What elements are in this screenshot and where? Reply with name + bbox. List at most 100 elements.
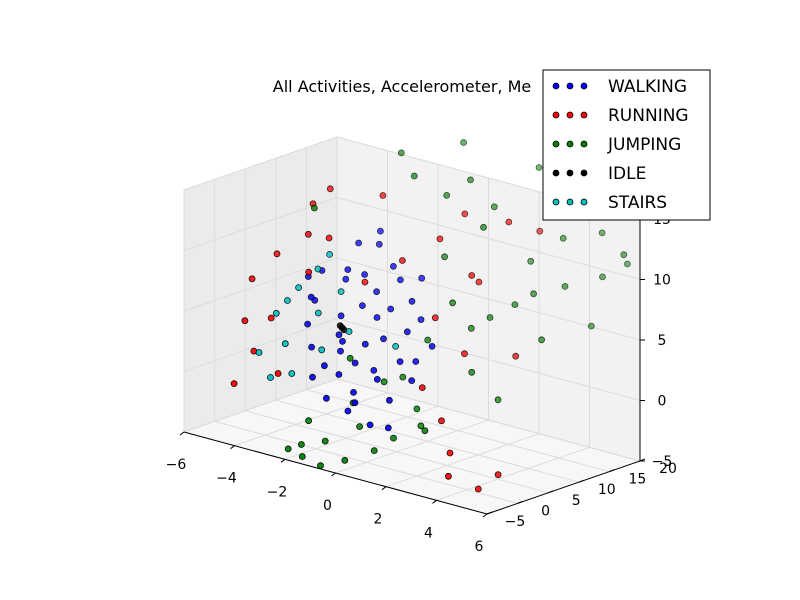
point-jumping (598, 229, 606, 237)
point-stairs (267, 374, 274, 381)
grid-line-x-floor (385, 433, 540, 488)
point-walking (320, 362, 328, 370)
point-walking (344, 266, 352, 274)
legend-marker (580, 111, 588, 119)
point-jumping (310, 204, 318, 212)
point-walking (361, 340, 369, 348)
point-walking (309, 373, 316, 381)
point-walking (373, 288, 381, 296)
z-tick-label: 10 (653, 273, 671, 289)
point-walking (335, 371, 343, 378)
point-jumping (317, 462, 324, 470)
point-walking (418, 274, 426, 282)
y-tick-mark (486, 511, 493, 515)
grid-line-z-back (336, 378, 641, 462)
grid-line-z-left (183, 136, 338, 191)
legend-entry-walking: WALKING (552, 77, 687, 97)
point-running (494, 471, 502, 479)
point-jumping (421, 427, 429, 435)
point-running (304, 230, 312, 238)
point-stairs (255, 349, 263, 356)
point-jumping (490, 203, 498, 211)
legend-label: STAIRS (608, 193, 667, 213)
point-jumping (538, 336, 545, 344)
z-tick-label: −5 (652, 454, 673, 470)
x-tick-label: 6 (475, 539, 484, 555)
legend-marker (580, 198, 588, 206)
point-running (325, 234, 333, 242)
grid-line-y-floor (245, 410, 549, 494)
point-jumping (561, 282, 569, 290)
point-jumping (480, 223, 487, 231)
point-jumping (424, 336, 432, 344)
point-walking (358, 302, 366, 310)
point-jumping (460, 139, 468, 146)
point-walking (387, 305, 395, 313)
point-running (418, 384, 426, 392)
grid-line-z-back (336, 197, 641, 280)
legend-entry-jumping: JUMPING (552, 135, 681, 155)
point-walking (380, 335, 387, 343)
point-walking (373, 314, 381, 321)
y-tick-mark (578, 479, 584, 483)
point-stairs (392, 342, 400, 350)
point-running (536, 227, 544, 235)
point-jumping (620, 251, 628, 259)
point-walking (335, 331, 343, 339)
legend-marker (552, 111, 560, 119)
point-running (361, 278, 369, 286)
point-walking (412, 358, 420, 365)
legend-marker (566, 82, 574, 90)
point-walking (408, 377, 416, 385)
point-walking (307, 293, 315, 301)
legend-marker (580, 169, 588, 177)
point-walking (428, 342, 436, 350)
point-jumping (298, 453, 306, 460)
point-stairs (281, 340, 289, 348)
chart-title: All Activities, Accelerometer, Me (273, 77, 531, 96)
point-jumping (284, 445, 292, 453)
point-running (248, 275, 256, 283)
point-running (230, 380, 238, 388)
point-running (379, 192, 387, 199)
point-jumping (486, 314, 494, 321)
point-jumping (346, 354, 354, 362)
point-walking (366, 421, 374, 429)
x-tick-mark (230, 445, 235, 450)
data-points (230, 139, 631, 493)
y-tick-mark (548, 490, 554, 494)
point-stairs (283, 297, 291, 304)
point-walking (342, 275, 350, 283)
point-walking (376, 227, 384, 235)
point-stairs (337, 288, 345, 296)
x-tick-mark (381, 486, 387, 491)
x-tick-mark (179, 431, 185, 436)
point-walking (375, 240, 383, 248)
x-tick-label: 2 (374, 512, 383, 528)
point-stairs (314, 265, 322, 273)
point-stairs (288, 370, 296, 377)
point-running (461, 210, 469, 218)
point-jumping (467, 176, 474, 184)
point-running (431, 314, 439, 322)
legend-marker (552, 169, 560, 177)
point-jumping (467, 324, 475, 332)
point-jumping (559, 234, 567, 242)
legend-marker (566, 140, 574, 148)
point-walking (322, 394, 330, 402)
point-running (241, 317, 249, 325)
x-tick-mark (280, 458, 286, 463)
y-tick-mark (517, 500, 523, 504)
point-walking (350, 388, 357, 396)
point-running (326, 185, 334, 193)
legend-label: WALKING (608, 77, 687, 97)
point-running (474, 485, 482, 493)
legend-marker (566, 169, 574, 177)
point-walking (337, 347, 344, 355)
legend: WALKING RUNNING JUMPING IDLE STAIRS (542, 69, 711, 221)
point-running (305, 268, 313, 276)
legend-marker (552, 140, 560, 148)
legend-label: RUNNING (608, 106, 689, 126)
point-walking (355, 239, 363, 247)
